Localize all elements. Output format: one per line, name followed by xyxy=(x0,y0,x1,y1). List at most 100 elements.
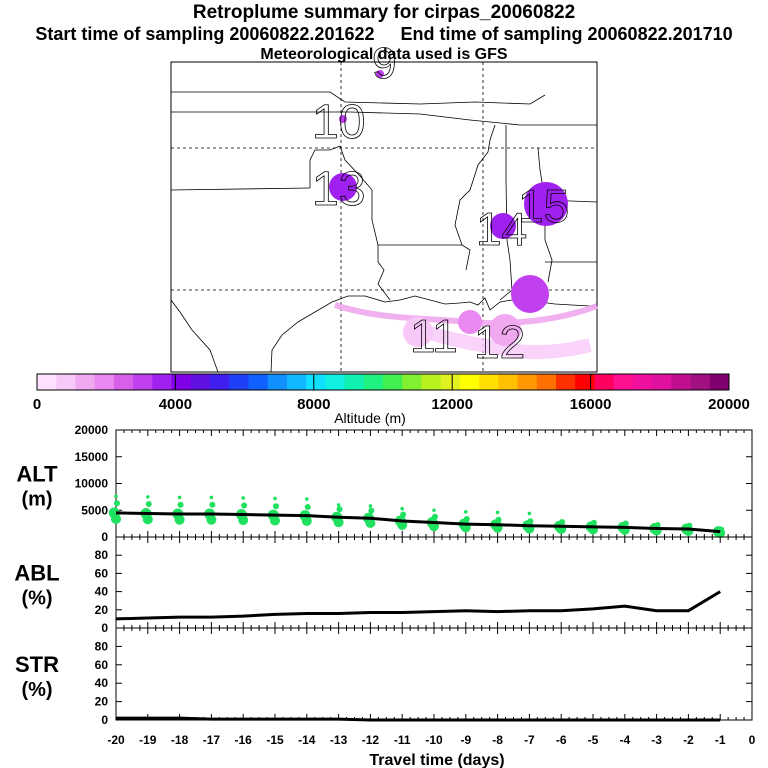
colorbar-tick-label: 20000 xyxy=(708,396,750,413)
panel-frame xyxy=(115,627,753,721)
altitude-particle xyxy=(431,513,438,520)
y-tick-label: 0 xyxy=(101,621,108,635)
colorbar-swatch xyxy=(402,374,422,390)
altitude-particle xyxy=(463,516,470,523)
altitude-particle xyxy=(368,507,375,514)
x-tick-label: -20 xyxy=(107,733,125,747)
colorbar-swatch xyxy=(440,374,461,390)
colorbar-swatch xyxy=(652,374,672,390)
colorbar-swatch xyxy=(37,374,57,390)
altitude-colorbar xyxy=(36,373,730,391)
colorbar-swatch xyxy=(344,374,365,390)
altitude-particle-high xyxy=(336,503,341,507)
panel-ylabel: ALT xyxy=(16,462,58,487)
x-tick-label: -5 xyxy=(588,733,599,747)
altitude-particle xyxy=(241,502,248,509)
altitude-particle xyxy=(304,504,311,511)
y-tick-label: 80 xyxy=(95,639,109,653)
y-tick-label: 20000 xyxy=(75,423,109,437)
altitude-particle xyxy=(336,506,343,513)
altitude-particle xyxy=(272,503,279,510)
altitude-particle xyxy=(142,514,153,525)
y-tick-label: 40 xyxy=(95,585,109,599)
colorbar-swatch xyxy=(133,374,153,390)
colorbar-swatch xyxy=(190,374,211,390)
map-time-label: 15 xyxy=(518,180,569,232)
x-tick-label: -19 xyxy=(139,733,157,747)
x-tick-label: -6 xyxy=(556,733,567,747)
map-time-label: 11 xyxy=(410,310,458,362)
panel-ylabel: STR xyxy=(15,652,59,677)
y-tick-label: 20 xyxy=(95,603,109,617)
map-time-label: 9 xyxy=(372,39,396,88)
panel-alt: 0 5000 10000 15000 20000 ALT(m) xyxy=(16,423,753,544)
altitude-particle xyxy=(174,514,185,525)
y-tick-label: 0 xyxy=(101,530,108,544)
x-axis-label: Travel time (days) xyxy=(369,752,504,768)
altitude-particle xyxy=(209,501,216,508)
altitude-particle-high xyxy=(495,510,500,515)
altitude-particle xyxy=(654,522,661,529)
altitude-particle xyxy=(111,513,121,524)
altitude-particle xyxy=(590,519,597,526)
y-tick-label: 5000 xyxy=(81,503,108,517)
altitude-particle xyxy=(177,501,184,508)
y-tick-label: 40 xyxy=(95,676,109,690)
y-tick-label: 80 xyxy=(95,548,109,562)
time-series-panels: 05000100001500020000ALT(m)020406080ABL(%… xyxy=(14,423,753,727)
colorbar-swatch xyxy=(556,374,576,390)
x-tick-label: -4 xyxy=(619,733,630,747)
colorbar-swatch xyxy=(229,374,249,390)
colorbar-swatch xyxy=(75,374,96,390)
x-tick-label: -7 xyxy=(524,733,535,747)
plume-particles xyxy=(329,70,568,347)
altitude-particle-high xyxy=(209,495,214,500)
colorbar-swatch xyxy=(94,374,115,390)
panel-ylabel-unit: (%) xyxy=(21,588,52,610)
series-line xyxy=(116,716,721,722)
panel-ylabel-unit: (%) xyxy=(21,679,52,701)
colorbar-swatch xyxy=(479,374,499,390)
altitude-particle xyxy=(270,515,280,526)
colorbar-swatch xyxy=(536,374,557,390)
colorbar-swatch xyxy=(363,374,384,390)
y-tick-label: 15000 xyxy=(75,450,109,464)
panel-str: 0 20 40 60 80 STR(%) xyxy=(15,627,753,727)
altitude-particle-high xyxy=(305,497,309,501)
colorbar-swatch xyxy=(421,374,442,390)
altitude-particle xyxy=(400,511,407,518)
met-data-label: Meteorological data used is GFS xyxy=(260,46,508,63)
y-tick-label: 60 xyxy=(95,658,109,672)
x-tick-label: -12 xyxy=(362,733,380,747)
plot-title: Retroplume summary for cirpas_20060822 xyxy=(192,2,576,23)
colorbar-swatch xyxy=(152,374,173,390)
colorbar-swatch xyxy=(575,374,595,390)
colorbar-swatch xyxy=(517,374,538,390)
x-tick-label: -3 xyxy=(651,733,662,747)
colorbar-swatch xyxy=(671,374,692,390)
colorbar-swatch xyxy=(56,374,76,390)
altitude-particle xyxy=(622,520,629,527)
colorbar-swatch xyxy=(632,374,653,390)
altitude-particle xyxy=(301,515,312,526)
map-time-label: 13 xyxy=(312,163,365,216)
colorbar-swatch xyxy=(171,374,192,390)
mexico-border xyxy=(170,299,219,373)
colorbar-frame xyxy=(36,373,730,391)
colorbar-swatch xyxy=(306,374,326,390)
panel-ylabel-unit: (m) xyxy=(21,489,52,511)
altitude-particle xyxy=(686,522,693,529)
colorbar-tick-label: 12000 xyxy=(431,396,473,413)
end-time-label: End time of sampling 20060822.201710 xyxy=(400,24,733,44)
altitude-particle-high xyxy=(146,495,150,499)
colorbar-swatch xyxy=(498,374,519,390)
x-tick-label: 0 xyxy=(749,733,756,747)
altitude-particle-high xyxy=(114,494,118,499)
colorbar-label: Altitude (m) xyxy=(334,410,406,426)
colorbar-swatch xyxy=(248,374,269,390)
colorbar-swatch xyxy=(594,374,615,390)
start-time-label: Start time of sampling 20060822.201622 xyxy=(35,24,375,44)
colorbar-swatch xyxy=(690,374,711,390)
